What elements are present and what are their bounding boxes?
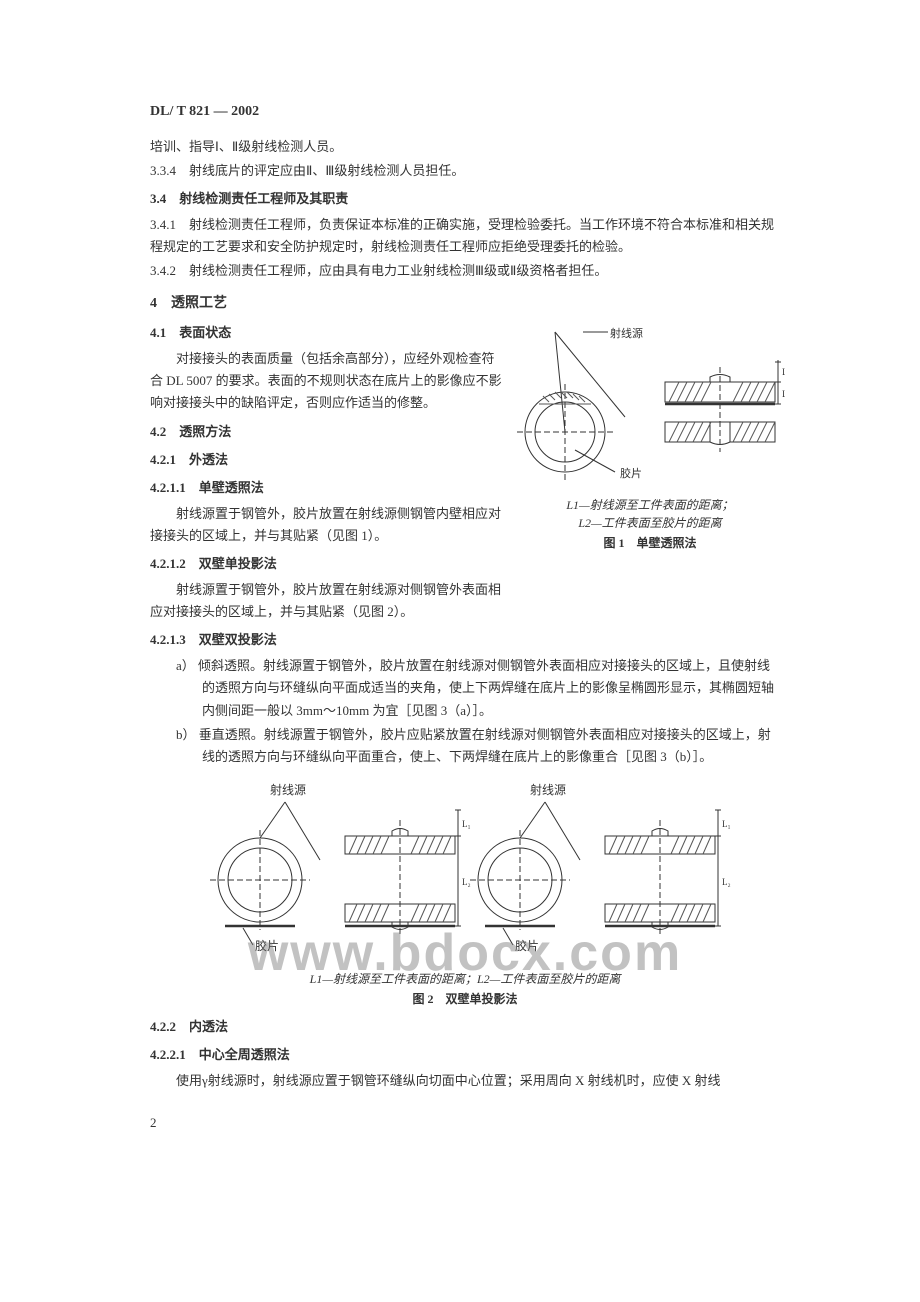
section-4-head: 4 透照工艺 [150,292,780,316]
figure-1: 射线源 [510,322,790,552]
section-4-2-head: 4.2 透照方法 [150,421,503,443]
svg-text:L₂: L₂ [722,877,731,887]
section-4-1-head: 4.1 表面状态 [150,322,503,344]
figure-2: 射线源 胶片 [150,780,780,1008]
svg-text:L₂: L₂ [782,389,785,399]
fig2-source-label-left: 射线源 [270,782,306,797]
fig2-source-label-right: 射线源 [530,782,566,797]
svg-text:L₁: L₁ [462,819,471,829]
section-3-4-1: 3.4.1 射线检测责任工程师，负责保证本标准的正确实施，受理检验委托。当工作环… [150,214,780,258]
list-item-b: b） 垂直透照。射线源置于钢管外，胶片应贴紧放置在射线源对侧钢管外表面相应对接接… [150,724,780,768]
page-number: 2 [150,1112,780,1134]
section-4-2-1-2-head: 4.2.1.2 双壁单投影法 [150,553,503,575]
section-4-2-2-head: 4.2.2 内透法 [150,1016,780,1038]
list-b-label: b） [176,727,196,742]
section-4-2-2-1-body: 使用γ射线源时，射线源应置于钢管环缝纵向切面中心位置；采用周向 X 射线机时，应… [150,1070,780,1092]
figure-1-svg: 射线源 [515,322,785,492]
figure-2-svg: 射线源 胶片 [195,780,735,970]
fig1-title: 图 1 单壁透照法 [510,534,790,552]
section-4-2-2-1-head: 4.2.2.1 中心全周透照法 [150,1044,780,1066]
fig1-caption-2: L2—工件表面至胶片的距离 [510,514,790,532]
list-item-a: a） 倾斜透照。射线源置于钢管外，胶片放置在射线源对侧钢管外表面相应对接接头的区… [150,655,780,721]
section-3-4-2: 3.4.2 射线检测责任工程师，应由具有电力工业射线检测Ⅲ级或Ⅱ级资格者担任。 [150,260,780,282]
section-4-2-1-head: 4.2.1 外透法 [150,449,503,471]
section-4-2-1-1-head: 4.2.1.1 单壁透照法 [150,477,503,499]
fig2-film-label-left: 胶片 [255,938,279,953]
list-b-text: 垂直透照。射线源置于钢管外，胶片应贴紧放置在射线源对侧钢管外表面相应对接接头的区… [199,727,771,764]
fig2-title: 图 2 双壁单投影法 [150,990,780,1008]
text-column: 4.1 表面状态 对接接头的表面质量（包括余高部分），应经外观检查符合 DL 5… [150,322,503,651]
svg-text:L₁: L₁ [782,367,785,377]
svg-text:L₂: L₂ [462,877,471,887]
document-code: DL/ T 821 — 2002 [150,100,780,124]
section-3-4-head: 3.4 射线检测责任工程师及其职责 [150,188,780,210]
fig2-caption: L1—射线源至工件表面的距离；L2—工件表面至胶片的距离 [150,970,780,988]
fig1-film-label: 胶片 [620,466,642,480]
section-4-2-1-2-body: 射线源置于钢管外，胶片放置在射线源对侧钢管外表面相应对接接头的区域上，并与其贴紧… [150,579,503,623]
section-4-2-1-1-body: 射线源置于钢管外，胶片放置在射线源侧钢管内壁相应对接接头的区域上，并与其贴紧（见… [150,503,503,547]
intro-line-1: 培训、指导Ⅰ、Ⅱ级射线检测人员。 [150,136,780,158]
section-4-2-1-3-head: 4.2.1.3 双壁双投影法 [150,629,503,651]
section-4-1-body: 对接接头的表面质量（包括余高部分），应经外观检查符合 DL 5007 的要求。表… [150,348,503,414]
fig2-film-label-right: 胶片 [515,938,539,953]
page-container: DL/ T 821 — 2002 培训、指导Ⅰ、Ⅱ级射线检测人员。 3.3.4 … [0,0,920,1174]
intro-line-2: 3.3.4 射线底片的评定应由Ⅱ、Ⅲ级射线检测人员担任。 [150,160,780,182]
svg-text:L₁: L₁ [722,819,731,829]
list-a-text: 倾斜透照。射线源置于钢管外，胶片放置在射线源对侧钢管外表面相应对接接头的区域上，… [198,658,774,717]
fig1-caption-1: L1—射线源至工件表面的距离； [510,496,790,514]
fig1-source-label: 射线源 [610,326,643,340]
list-a-label: a） [176,658,195,673]
content-wrap: 4.1 表面状态 对接接头的表面质量（包括余高部分），应经外观检查符合 DL 5… [150,322,780,651]
